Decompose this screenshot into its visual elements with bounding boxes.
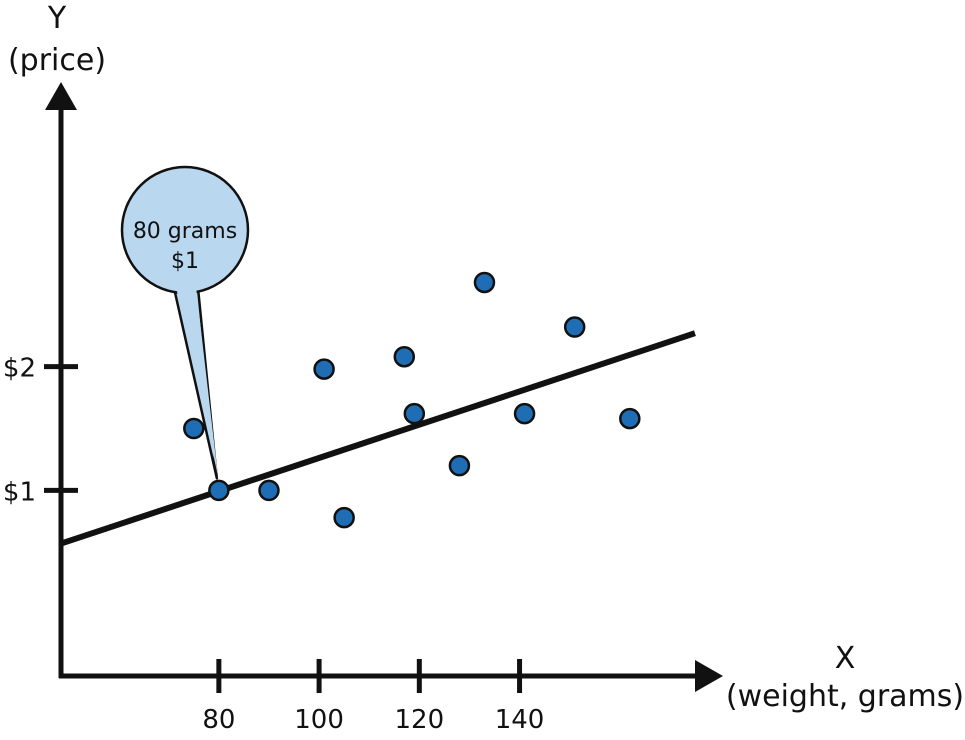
y-tick-label: $2 bbox=[3, 354, 36, 384]
x-axis-title: (weight, grams) bbox=[726, 679, 964, 714]
callout-label-weight: 80 grams bbox=[133, 219, 237, 244]
x-tick-label: 140 bbox=[495, 705, 545, 735]
y-axis-arrowhead bbox=[45, 82, 77, 110]
y-tick-label: $1 bbox=[3, 477, 36, 507]
data-point bbox=[619, 407, 641, 430]
data-point bbox=[333, 506, 355, 529]
y-axis-title: (price) bbox=[8, 43, 106, 78]
data-point bbox=[393, 345, 416, 368]
trend-line-group bbox=[60, 330, 696, 547]
callout-label-price: $1 bbox=[171, 249, 199, 274]
x-axis bbox=[59, 660, 723, 692]
data-points bbox=[183, 271, 641, 529]
data-point bbox=[473, 271, 496, 294]
x-tick-label: 80 bbox=[202, 705, 235, 735]
x-tick-label: 100 bbox=[294, 705, 344, 735]
y-axis bbox=[45, 82, 77, 678]
data-point bbox=[403, 402, 426, 425]
data-point bbox=[313, 358, 335, 380]
data-point bbox=[513, 402, 536, 425]
trend-line bbox=[60, 330, 696, 547]
callout-joint bbox=[176, 287, 218, 476]
callout: 80 grams $1 bbox=[120, 165, 250, 480]
y-axis-letter: Y bbox=[47, 1, 67, 36]
data-point bbox=[183, 417, 205, 440]
data-point bbox=[563, 316, 586, 338]
data-point bbox=[208, 479, 230, 502]
x-tick-label: 120 bbox=[395, 705, 445, 735]
x-axis-arrowhead bbox=[695, 660, 723, 692]
data-point bbox=[448, 454, 471, 477]
data-point bbox=[258, 479, 280, 502]
x-axis-letter: X bbox=[835, 641, 856, 676]
ticks: 80 100 120 140 $1 $2 bbox=[3, 354, 544, 735]
